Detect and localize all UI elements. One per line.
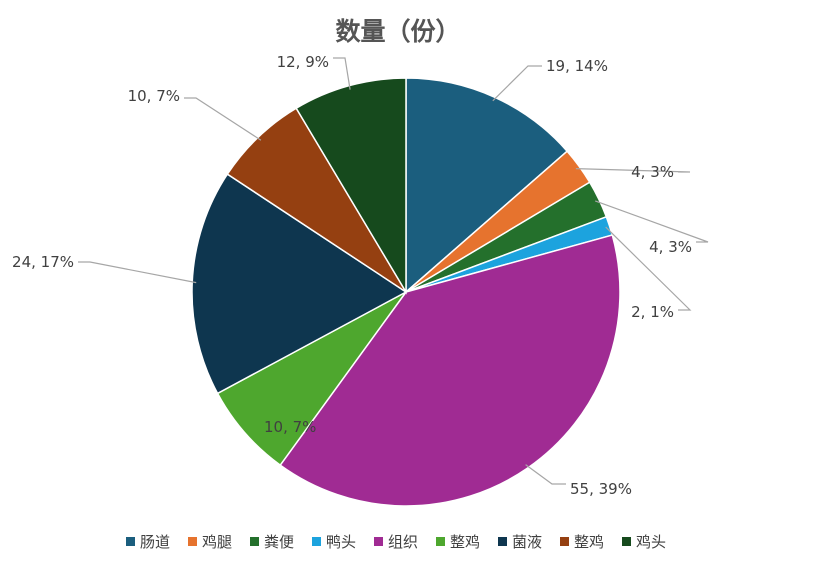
legend-swatch — [188, 537, 197, 546]
legend-label: 整鸡 — [574, 533, 604, 551]
leader-line — [605, 226, 692, 311]
leader-line — [78, 261, 197, 284]
leader-lines — [78, 57, 709, 485]
leader-line — [575, 168, 691, 173]
data-label: 4, 3% — [649, 238, 692, 256]
data-label: 2, 1% — [631, 303, 674, 321]
data-label: 55, 39% — [570, 480, 632, 498]
legend-swatch — [312, 537, 321, 546]
pie-slices — [191, 77, 621, 507]
legend-label: 整鸡 — [450, 533, 480, 551]
data-label: 10, 7% — [264, 418, 316, 436]
legend-label: 鸡头 — [636, 533, 666, 551]
legend: 肠道 鸡腿 粪便 鸭头 组织 整鸡 菌液 整鸡 鸡头 — [126, 533, 666, 551]
legend-swatch — [374, 537, 383, 546]
chart-title: 数量（份） — [335, 17, 460, 46]
leader-line — [594, 200, 709, 243]
legend-swatch — [436, 537, 445, 546]
leader-line — [492, 65, 542, 102]
leader-line — [333, 57, 351, 90]
data-label: 10, 7% — [128, 87, 180, 105]
legend-label: 鸡腿 — [202, 533, 232, 551]
legend-label: 菌液 — [512, 533, 542, 551]
legend-swatch — [622, 537, 631, 546]
legend-swatch — [126, 537, 135, 546]
pie-slice — [279, 234, 621, 507]
pie-slice — [405, 77, 569, 294]
legend-label: 粪便 — [264, 533, 294, 551]
data-labels: 19, 14% 4, 3% 4, 3% 2, 1% 55, 39% 10, 7% 24, 1… — [12, 53, 692, 498]
data-label: 12, 9% — [277, 53, 329, 71]
legend-swatch — [250, 537, 259, 546]
legend-swatch — [560, 537, 569, 546]
legend-swatch — [498, 537, 507, 546]
data-label: 4, 3% — [631, 163, 674, 181]
legend-label: 组织 — [388, 533, 418, 551]
legend-label: 鸭头 — [326, 533, 356, 551]
legend-label: 肠道 — [140, 533, 170, 551]
leader-line — [184, 97, 262, 141]
data-label: 19, 14% — [546, 57, 608, 75]
leader-line — [525, 464, 566, 485]
data-label: 24, 17% — [12, 253, 74, 271]
